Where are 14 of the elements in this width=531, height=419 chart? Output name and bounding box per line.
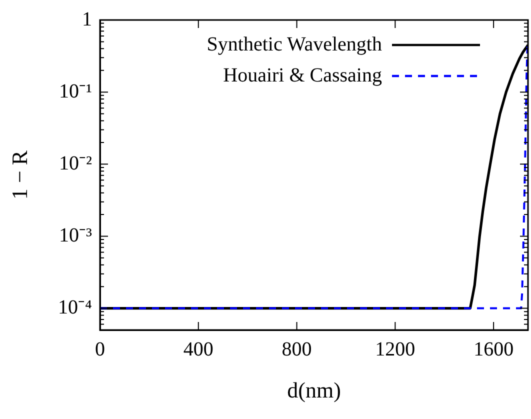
legend-label: Synthetic Wavelength [206, 33, 382, 56]
legend-label: Houairi & Cassaing [223, 64, 382, 86]
x-axis-title: d(nm) [287, 378, 341, 403]
x-tick-label: 0 [95, 338, 105, 360]
y-tick-label: 10⁻³ [59, 224, 92, 246]
x-tick-label: 800 [282, 338, 312, 360]
x-tick-label: 1200 [375, 338, 416, 360]
y-tick-label: 10⁻¹ [59, 80, 92, 102]
y-tick-label: 10⁻² [59, 152, 92, 174]
y-axis-title: 1 − R [6, 150, 32, 200]
y-tick-label: 1 [82, 8, 92, 30]
x-tick-label: 400 [183, 338, 214, 360]
x-tick-label: 1600 [474, 338, 514, 360]
y-tick-label: 10⁻⁴ [58, 296, 92, 319]
